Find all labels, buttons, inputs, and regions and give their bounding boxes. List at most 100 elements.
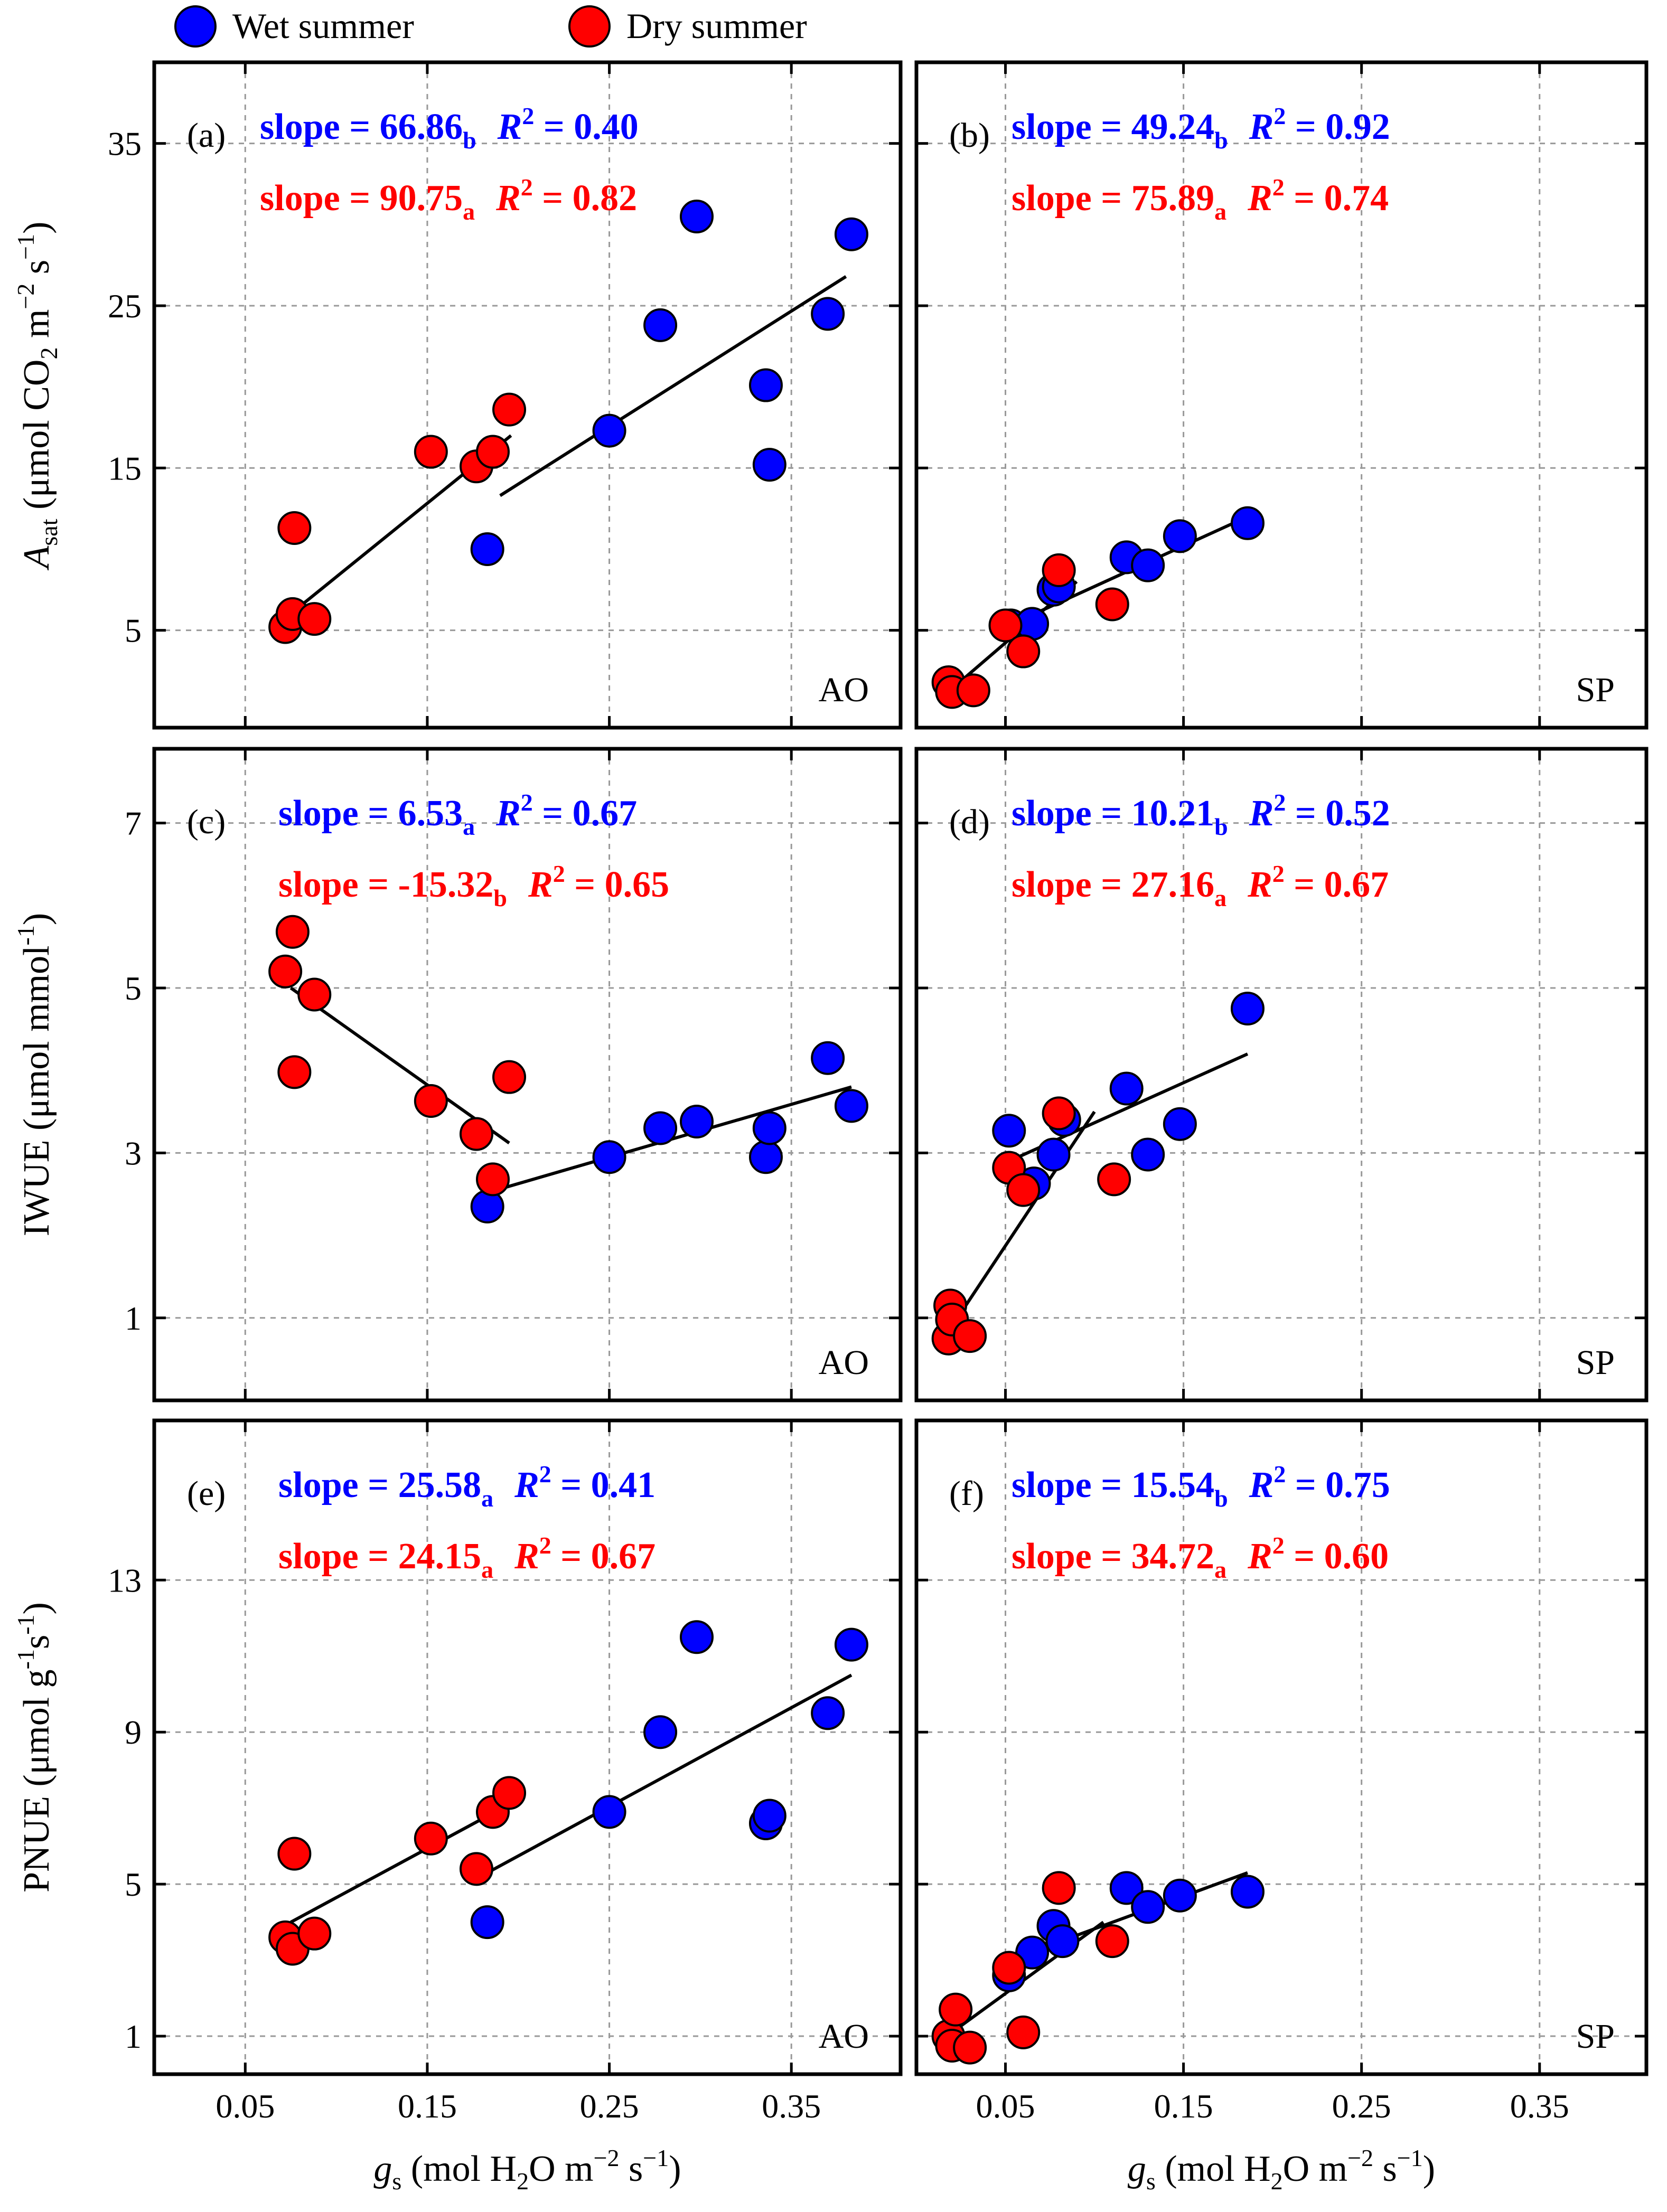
- slope-annotation-dry: slope = 75.89a R2 = 0.74: [1012, 174, 1389, 225]
- legend-marker: [568, 5, 611, 48]
- slope-annotation-wet: slope = 15.54b R2 = 0.75: [1012, 1461, 1390, 1512]
- panel-label: (a): [187, 116, 226, 155]
- x-axis-label-right: gs (mol H2O m−2 s−1): [1128, 2144, 1435, 2195]
- fit-line-dry: [289, 986, 510, 1145]
- fit-line-wet: [486, 1673, 853, 1875]
- point-dry: [460, 1852, 494, 1886]
- point-wet: [1163, 1107, 1197, 1141]
- point-wet: [752, 1799, 786, 1833]
- panel-b: (b) SP slope = 49.24b R2 = 0.92 slope = 75.8…: [914, 60, 1649, 730]
- site-label: AO: [819, 671, 869, 709]
- y-tick-label: 25: [108, 287, 142, 325]
- point-dry: [297, 1916, 332, 1951]
- point-wet: [752, 1111, 786, 1145]
- panel-label: (c): [187, 803, 226, 841]
- point-wet: [1230, 506, 1265, 540]
- x-tick-label: 0.15: [398, 2087, 457, 2125]
- point-dry: [268, 954, 303, 989]
- point-dry: [277, 511, 312, 545]
- point-dry: [1006, 1173, 1041, 1207]
- point-wet: [470, 1189, 504, 1223]
- y-tick-label: 1: [125, 1300, 142, 1337]
- slope-annotation-wet: slope = 25.58a R2 = 0.41: [278, 1461, 655, 1512]
- x-tick-label: 0.25: [1332, 2087, 1391, 2125]
- point-wet: [1131, 548, 1165, 582]
- slope-annotation-dry: slope = 34.72a R2 = 0.60: [1012, 1532, 1389, 1583]
- y-tick-label: 13: [108, 1561, 142, 1599]
- x-tick-label: 0.25: [580, 2087, 639, 2125]
- point-wet: [643, 1715, 678, 1749]
- point-wet: [680, 1105, 714, 1139]
- point-wet: [470, 532, 504, 566]
- panel-e: 1 5 9 13 0.05 0.15 0.25 0.35 (e) AO slope = 25.58a…: [108, 1418, 903, 2125]
- panel-label: (b): [949, 116, 990, 155]
- point-wet: [992, 1114, 1026, 1148]
- x-tick-label: 0.35: [1510, 2087, 1569, 2125]
- slope-annotation-dry: slope = -15.32b R2 = 0.65: [278, 860, 669, 911]
- point-dry: [492, 392, 527, 427]
- y-axis-label-2: IWUE (μmol mmol-1): [12, 913, 57, 1236]
- fit-line-dry: [950, 1110, 1096, 1328]
- point-wet: [592, 1140, 626, 1174]
- point-dry: [992, 1951, 1026, 1985]
- point-wet: [834, 1627, 868, 1662]
- fit-line-dry: [290, 1803, 510, 1924]
- panel-label: (e): [187, 1474, 226, 1513]
- point-dry: [1042, 1871, 1076, 1905]
- point-dry: [414, 1821, 448, 1856]
- point-dry: [275, 915, 310, 949]
- point-wet: [1131, 1137, 1165, 1172]
- point-dry: [297, 977, 332, 1012]
- point-wet: [592, 1795, 626, 1829]
- point-wet: [1131, 1890, 1165, 1924]
- panel-c: 1 3 5 7 (c) AO slope = 6.53a R2 = 0.67 slope = -…: [125, 747, 903, 1402]
- point-dry: [414, 1084, 448, 1118]
- y-tick-label: 35: [108, 125, 142, 163]
- point-dry: [1042, 1096, 1076, 1131]
- point-wet: [643, 308, 678, 342]
- point-dry: [297, 602, 332, 636]
- x-tick-label: 0.05: [216, 2087, 275, 2125]
- point-dry: [1006, 634, 1041, 669]
- point-wet: [1045, 1924, 1080, 1959]
- slope-annotation-dry: slope = 24.15a R2 = 0.67: [278, 1532, 655, 1583]
- point-dry: [1097, 1162, 1131, 1197]
- point-dry: [277, 1055, 312, 1089]
- x-tick-label: 0.35: [762, 2087, 821, 2125]
- legend-label: Dry summer: [626, 6, 807, 46]
- point-wet: [1163, 1878, 1197, 1913]
- legend-marker: [174, 5, 217, 48]
- legend-label: Wet summer: [232, 6, 414, 46]
- site-label: SP: [1576, 1343, 1615, 1382]
- x-tick-label: 0.15: [1154, 2087, 1213, 2125]
- point-dry: [492, 1060, 527, 1094]
- y-tick-label: 9: [125, 1714, 142, 1751]
- site-label: AO: [819, 1343, 869, 1382]
- point-wet: [643, 1111, 678, 1145]
- point-wet: [1109, 1871, 1144, 1905]
- point-wet: [680, 1620, 714, 1654]
- point-wet: [834, 217, 868, 251]
- fit-line-wet: [499, 275, 847, 497]
- plot-frame: [914, 1418, 1649, 2076]
- plot-frame: [152, 1418, 903, 2076]
- site-label: AO: [819, 2017, 869, 2056]
- plot-frame: [914, 747, 1649, 1402]
- point-dry: [953, 2030, 987, 2065]
- point-dry: [1095, 1924, 1129, 1959]
- point-dry: [953, 1319, 987, 1353]
- point-wet: [811, 1041, 845, 1075]
- point-dry: [277, 1837, 312, 1871]
- slope-annotation-wet: slope = 66.86b R2 = 0.40: [260, 102, 639, 154]
- point-wet: [1163, 519, 1197, 553]
- x-axis-label-left: gs (mol H2O m−2 s−1): [373, 2144, 681, 2195]
- point-wet: [748, 368, 783, 402]
- y-axis-label-1: Asat (μmol CO2 m−2 s−1): [12, 222, 62, 571]
- point-dry: [1042, 553, 1076, 587]
- panel-label: (f): [949, 1474, 984, 1513]
- panel-d: (d) SP slope = 10.21b R2 = 0.52 slope = 27.1…: [914, 747, 1649, 1402]
- point-dry: [476, 435, 510, 469]
- legend-item-wet: Wet summer: [174, 5, 414, 48]
- point-wet: [470, 1905, 504, 1940]
- point-dry: [939, 1992, 973, 2027]
